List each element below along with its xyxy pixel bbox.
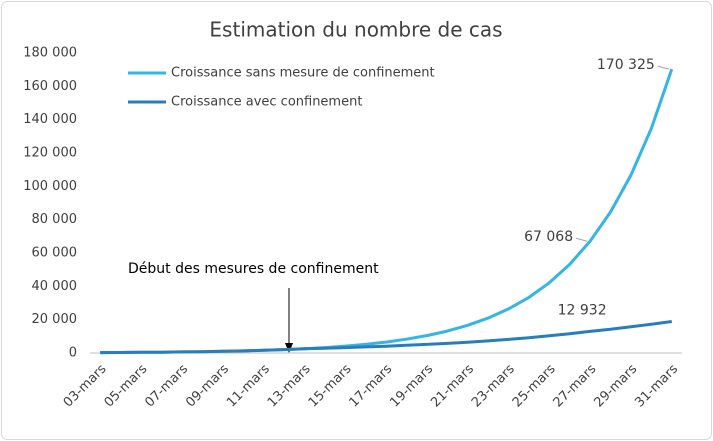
y-tick-label: 80 000 xyxy=(32,212,78,227)
legend-label: Croissance sans mesure de confinement xyxy=(171,66,435,81)
y-tick-label: 40 000 xyxy=(32,279,78,294)
y-tick-label: 120 000 xyxy=(23,146,77,161)
y-tick-label: 140 000 xyxy=(23,112,77,127)
chart-title: Estimation du nombre de cas xyxy=(209,18,502,42)
y-tick-label: 180 000 xyxy=(23,46,77,61)
series-line xyxy=(100,320,672,355)
annotation: Début des mesures de confinement xyxy=(128,261,379,277)
y-tick-label: 60 000 xyxy=(32,246,78,261)
legend-label: Croissance avec confinement xyxy=(171,95,362,110)
data-label: 12 932 xyxy=(558,302,607,318)
y-tick-label: 160 000 xyxy=(23,79,77,94)
data-label: 170 325 xyxy=(597,57,655,73)
label-leader xyxy=(576,237,588,242)
data-label: 67 068 xyxy=(524,229,573,245)
label-leader xyxy=(657,65,669,70)
y-tick-label: 20 000 xyxy=(32,312,78,327)
y-tick-label: 100 000 xyxy=(23,179,77,194)
y-tick-label: 0 xyxy=(69,346,77,361)
